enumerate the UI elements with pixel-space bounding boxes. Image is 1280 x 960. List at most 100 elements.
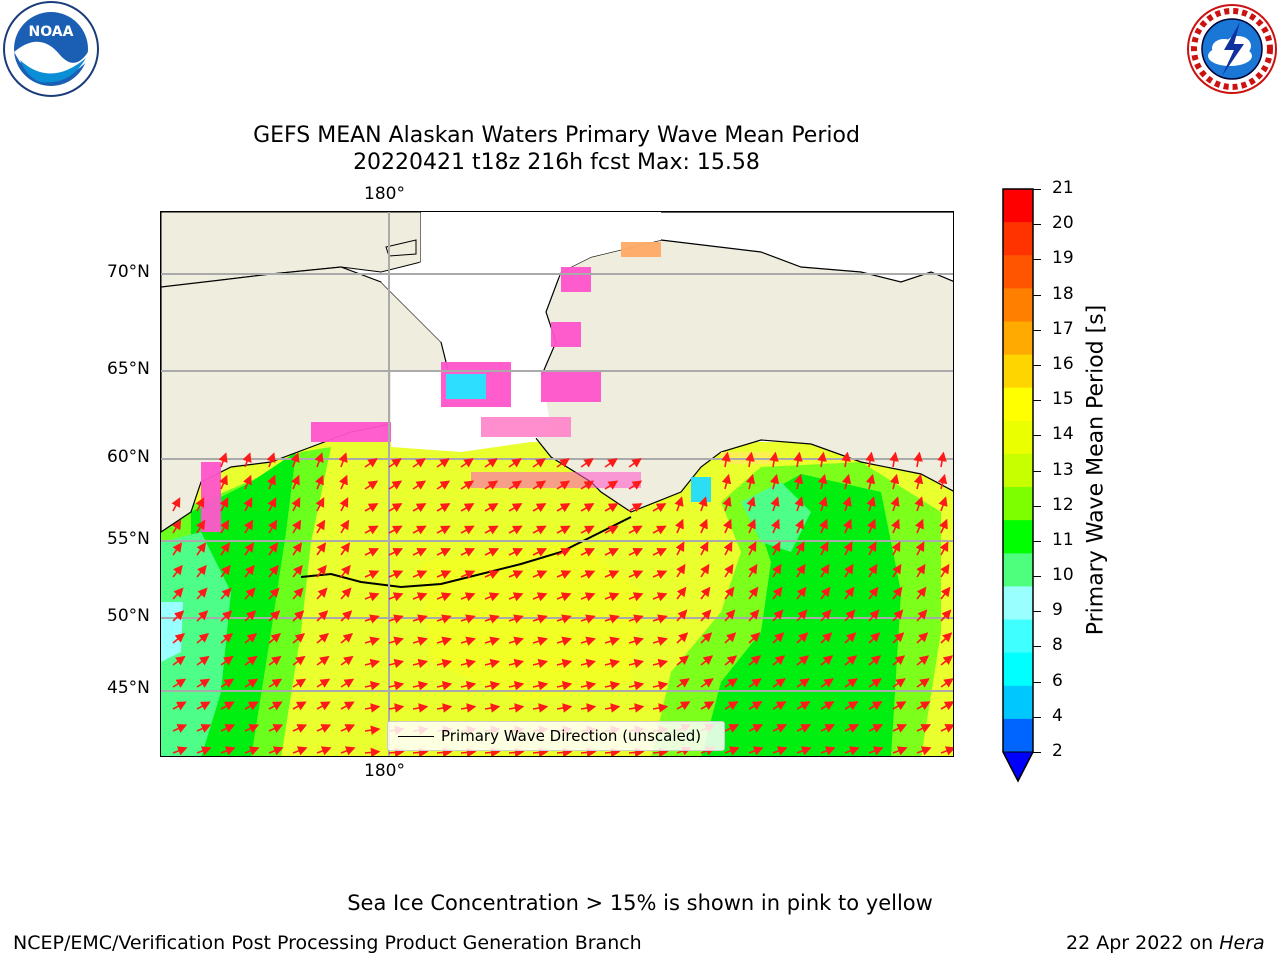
wave-arrow [388, 681, 405, 691]
wave-arrow [772, 563, 782, 578]
wave-arrow [748, 701, 763, 711]
wave-arrow [172, 542, 183, 556]
wave-arrow [484, 636, 500, 646]
wave-arrow [220, 564, 231, 578]
wave-arrow [916, 609, 928, 622]
wave-arrow [220, 655, 234, 666]
wave-arrow [316, 724, 332, 733]
wave-arrow [196, 701, 211, 711]
wave-arrow [842, 496, 852, 512]
map-canvas [161, 212, 953, 756]
wave-arrow [698, 496, 708, 512]
wave-arrow [460, 636, 476, 646]
wave-arrow [532, 458, 546, 468]
wave-arrow [937, 473, 948, 490]
wave-arrow [794, 518, 804, 534]
wave-arrow [820, 724, 836, 733]
wave-arrow [460, 703, 477, 713]
wave-arrow [532, 592, 548, 602]
wave-arrow [675, 541, 685, 556]
wave-direction-arrows [171, 451, 953, 756]
wave-arrow [604, 570, 620, 580]
wave-arrow [770, 496, 780, 512]
wave-arrow [364, 503, 379, 513]
wave-arrow [316, 701, 331, 711]
wave-arrow [748, 746, 764, 756]
colorbar-title: Primary Wave Mean Period [s] [1083, 304, 1109, 636]
wave-arrow [316, 678, 331, 688]
wave-arrow [676, 563, 686, 578]
wave-arrow [916, 746, 932, 756]
wave-arrow [700, 632, 713, 644]
wave-arrow [865, 451, 875, 468]
colorbar-tick-mark [1033, 259, 1041, 261]
wave-arrow [532, 636, 548, 646]
wave-arrow [628, 480, 643, 490]
wave-arrow [724, 632, 737, 644]
wave-arrow [436, 681, 453, 691]
wave-arrow [340, 519, 350, 534]
wave-arrow [746, 518, 756, 534]
wave-arrow [748, 586, 759, 600]
colorbar-tick-label: 2 [1052, 741, 1063, 761]
wave-arrow [772, 724, 788, 733]
wave-band-east-10 [741, 482, 811, 552]
wave-arrow [724, 746, 740, 756]
wave-arrow [770, 518, 780, 534]
wave-arrow [508, 548, 524, 557]
lat-label-50: 50°N [107, 606, 150, 626]
wave-arrow [290, 452, 300, 468]
wave-arrow [940, 746, 953, 756]
wave-arrow [436, 747, 453, 756]
wave-arrow [244, 632, 258, 644]
wave-arrow [604, 658, 621, 669]
wave-arrow [532, 681, 549, 691]
wave-arrow [940, 586, 951, 600]
wave-arrow [771, 541, 781, 556]
wave-arrow [892, 701, 907, 711]
wave-arrow [580, 614, 596, 624]
wave-arrow [268, 724, 284, 733]
wave-arrow [867, 541, 877, 556]
wave-arrow [364, 747, 381, 756]
wave-arrow [460, 548, 476, 557]
wave-arrow [532, 658, 549, 669]
wave-arrow [772, 586, 783, 600]
wave-arrow [338, 452, 348, 468]
wave-arrow [556, 570, 572, 580]
wave-arrow [841, 473, 852, 490]
wave-arrow [721, 451, 731, 468]
wave-arrow [339, 497, 349, 512]
wave-arrow [940, 724, 953, 733]
colorbar-tick-label: 10 [1052, 565, 1074, 586]
wave-arrow [291, 497, 301, 512]
wave-arrow [484, 703, 501, 713]
wave-arrow [604, 747, 621, 756]
wave-arrow [412, 614, 428, 624]
wave-arrow [196, 678, 211, 688]
wave-arrow [218, 474, 228, 490]
wave-arrow [292, 678, 307, 688]
wave-arrow [196, 610, 209, 622]
wave-arrow [388, 614, 404, 624]
wave-arrow [242, 452, 252, 468]
wave-arrow [580, 503, 595, 513]
colorbar-tick-label: 9 [1052, 600, 1063, 621]
wave-arrow [364, 480, 379, 490]
wave-arrow [436, 658, 453, 669]
map-legend: Primary Wave Direction (unscaled) [387, 721, 725, 751]
wave-arrow [652, 747, 669, 756]
wave-arrow [436, 503, 451, 513]
wave-arrow [412, 703, 429, 713]
wave-arrow [916, 678, 930, 688]
wave-arrow [796, 701, 811, 711]
wave-arrow [652, 548, 668, 557]
wave-arrow [484, 458, 498, 468]
wave-arrow [220, 724, 236, 733]
wave-arrow [364, 570, 380, 580]
wave-arrow [868, 746, 884, 756]
wave-arrow [484, 614, 500, 624]
wave-arrow [172, 678, 187, 688]
wave-arrow [674, 518, 684, 534]
wave-arrow [244, 678, 259, 688]
